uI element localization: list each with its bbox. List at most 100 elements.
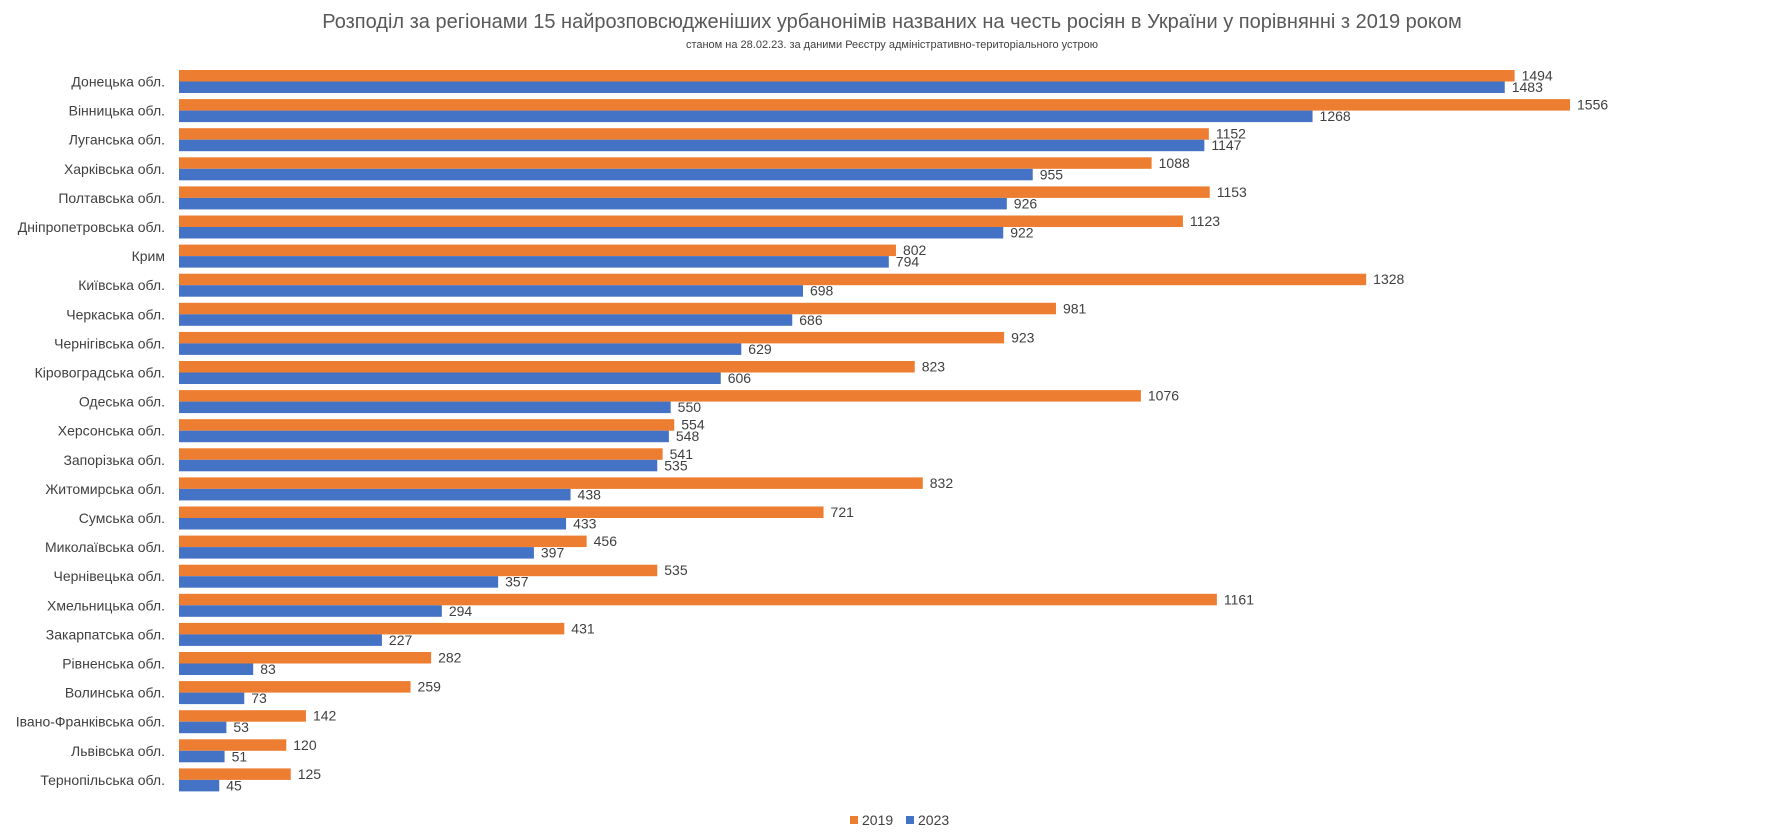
category-label: Тернопільська обл.: [40, 772, 165, 788]
bar-2019: [179, 768, 291, 780]
data-label-2023: 294: [449, 603, 473, 619]
bar-2019: [179, 215, 1183, 227]
data-label-2019: 120: [293, 737, 317, 753]
category-label: Запорізька обл.: [63, 452, 165, 468]
data-label-2019: 541: [670, 446, 694, 462]
data-label-2023: 686: [799, 312, 823, 328]
bar-2023: [179, 372, 721, 384]
bar-2023: [179, 605, 442, 617]
bar-2019: [179, 448, 663, 460]
data-label-2023: 606: [728, 370, 752, 386]
category-label: Кіровоградська обл.: [35, 365, 165, 381]
bar-2023: [179, 779, 220, 792]
data-label-2023: 51: [232, 748, 248, 764]
bar-2023: [179, 139, 1205, 152]
legend-label-2023: 2023: [918, 812, 949, 828]
data-label-2019: 259: [418, 679, 442, 695]
bar-2019: [179, 681, 411, 693]
bar-2023: [179, 430, 669, 443]
bar-2019: [179, 506, 824, 518]
category-axis: Донецька обл. Вінницька обл. Луганська обл…: [16, 74, 165, 788]
bar-2019: [179, 361, 915, 373]
category-label: Рівненська обл.: [62, 656, 165, 672]
bar-2023: [179, 518, 567, 530]
bar-2023: [179, 81, 1505, 93]
bars-group: [179, 70, 1570, 792]
category-label: Полтавська обл.: [58, 190, 165, 206]
data-label-2019: 823: [922, 359, 946, 375]
data-label-2019: 554: [681, 417, 705, 433]
data-label-2019: 1328: [1373, 271, 1404, 287]
category-label: Київська обл.: [78, 277, 165, 293]
data-label-2019: 721: [831, 504, 855, 520]
bar-2019: [179, 186, 1210, 198]
bar-2023: [179, 750, 225, 763]
data-label-2019: 1494: [1522, 68, 1553, 84]
data-label-2023: 53: [233, 719, 249, 735]
bar-2023: [179, 285, 803, 297]
bar-2023: [179, 634, 382, 646]
data-label-2019: 125: [298, 766, 322, 782]
data-label-2019: 1088: [1159, 155, 1190, 171]
data-label-2023: 922: [1010, 225, 1034, 241]
bar-2023: [179, 256, 889, 268]
bar-2023: [179, 314, 793, 326]
data-label-2023: 926: [1014, 195, 1038, 211]
bar-2019: [179, 70, 1515, 82]
bar-2019: [179, 593, 1217, 606]
bar-2019: [179, 419, 675, 431]
bar-2023: [179, 721, 227, 734]
data-label-2023: 1147: [1211, 137, 1241, 153]
category-label: Львівська обл.: [71, 743, 165, 759]
bar-2019: [179, 652, 432, 664]
data-label-2019: 1123: [1190, 213, 1220, 229]
data-label-2023: 548: [676, 428, 700, 444]
bar-2023: [179, 692, 245, 705]
bar-2019: [179, 157, 1152, 169]
category-label: Волинська обл.: [65, 685, 165, 701]
category-label: Житомирська обл.: [45, 481, 165, 497]
data-label-2019: 1161: [1224, 591, 1254, 607]
bar-2019: [179, 710, 306, 722]
data-label-2023: 227: [389, 632, 413, 648]
bar-2019: [179, 477, 923, 489]
chart-subtitle: станом на 28.02.23. за даними Реєстру ад…: [686, 39, 1098, 51]
category-label: Закарпатська обл.: [46, 626, 165, 642]
data-label-2023: 794: [896, 254, 920, 270]
category-label: Луганська обл.: [69, 132, 165, 148]
bar-2023: [179, 663, 254, 675]
data-label-2019: 1076: [1148, 388, 1179, 404]
category-label: Хмельницька обл.: [47, 597, 165, 613]
bar-2019: [179, 390, 1141, 402]
bar-2019: [179, 331, 1005, 344]
bar-2019: [179, 128, 1209, 140]
bar-2023: [179, 576, 499, 588]
data-label-2023: 397: [541, 545, 565, 561]
category-label: Вінницька обл.: [69, 103, 165, 119]
data-label-2019: 431: [571, 620, 595, 636]
bar-2023: [179, 488, 571, 501]
data-label-2023: 438: [578, 486, 602, 502]
bar-2023: [179, 110, 1313, 123]
category-label: Харківська обл.: [64, 161, 165, 177]
category-label: Одеська обл.: [79, 394, 165, 410]
data-label-2019: 923: [1011, 329, 1035, 345]
legend: 2019 2023: [850, 812, 949, 828]
data-label-2023: 698: [810, 283, 834, 299]
bar-2019: [179, 244, 896, 257]
category-label: Крим: [132, 248, 165, 264]
legend-swatch-2023: [906, 816, 914, 824]
data-label-2019: 981: [1063, 300, 1087, 316]
data-label-2019: 1153: [1217, 184, 1247, 200]
category-label: Черкаська обл.: [66, 306, 165, 322]
data-label-2019: 142: [313, 708, 337, 724]
data-label-2023: 955: [1040, 166, 1064, 182]
bar-2023: [179, 547, 534, 559]
data-label-2023: 45: [226, 777, 242, 793]
category-label: Сумська обл.: [79, 510, 165, 526]
bar-2019: [179, 739, 287, 751]
bar-2023: [179, 401, 671, 414]
bar-2023: [179, 227, 1004, 239]
